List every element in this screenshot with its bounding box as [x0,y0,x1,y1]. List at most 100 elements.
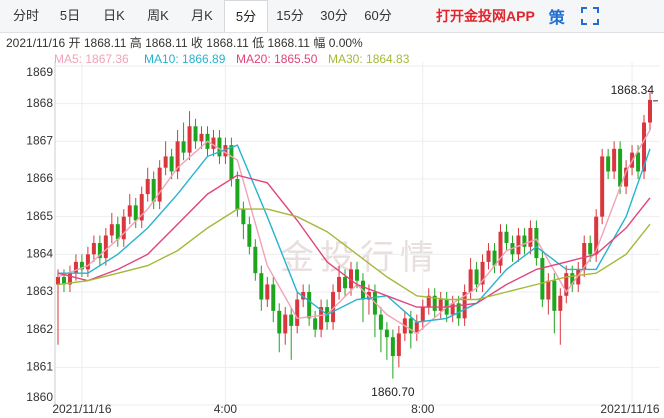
y-tick-label: 1862 [26,322,53,336]
candle-body [540,258,545,300]
ma-line [58,144,651,323]
candle-body [175,141,180,172]
candle-body [133,205,138,221]
candle-body [79,261,84,270]
candle-body [480,261,485,285]
ma-line [57,208,651,301]
candle-body [97,243,102,259]
tab[interactable]: 分时 [12,8,39,23]
candle-body [157,167,162,202]
info-value: 0.00% [329,36,363,50]
candle-body [420,307,425,323]
info-label: 幅 [313,35,325,50]
candle-body [56,276,60,285]
candle-body [121,216,126,240]
y-tick-label: 1867 [26,134,53,148]
tab[interactable]: 30分 [320,8,348,23]
candle-body [283,314,288,334]
info-label: 低 [252,36,264,50]
annotation: 1868.34 [611,83,655,97]
candle-body [139,194,144,221]
candle-body [319,307,324,330]
y-tick-label: 1864 [26,247,53,261]
candle-body [354,269,359,281]
candle-body [61,276,66,285]
ma-legend: MA30: 1864.83 [328,52,410,66]
strategy-button[interactable]: 策 [548,10,565,27]
candle-body [169,156,174,172]
y-tick-label: 1863 [26,284,53,298]
candle-body [127,205,132,217]
candle-body [504,231,509,244]
tab[interactable]: 5分 [224,0,268,32]
candle-body [229,145,234,179]
candle-body [582,243,587,270]
candle-body [648,99,652,123]
tab[interactable]: 日K [103,8,125,23]
candle-body [522,235,527,247]
x-tick-label: 8:00 [411,402,435,416]
candle-body [606,156,611,172]
candle-body [313,318,318,330]
candle-body [337,276,342,292]
chart: 2021/11/16 开 1868.11 高 1868.11 收 1868.11… [6,35,660,416]
candle-body [85,254,90,270]
candle-body [624,167,629,187]
candle-body [498,231,503,266]
x-tick-label: 4:00 [214,402,238,416]
candle-body [384,329,389,338]
candle-body [277,310,282,334]
candle-body [390,337,395,357]
info-label: 收 [191,36,203,50]
candle-body [235,179,240,210]
candle-body [486,250,491,262]
candle-body [265,284,270,300]
y-tick-label: 1866 [26,171,53,185]
candle-body [576,269,581,285]
fullscreen-icon[interactable] [580,7,599,25]
y-tick-label: 1869 [26,65,53,79]
candle-body [456,303,461,319]
candle-body [307,292,312,319]
app-link[interactable]: 打开金投网APP [436,8,535,24]
candle-body [426,295,431,308]
candle-body [163,156,168,168]
candle-body [193,126,198,142]
candle-body [187,126,192,153]
candle-body [331,292,336,323]
candle-body [223,145,228,157]
candle-body [67,273,72,285]
candle-body [474,269,479,285]
candle-body [558,295,563,311]
tab[interactable]: 周K [147,8,169,23]
tab[interactable]: 月K [191,8,213,23]
candle-body [145,179,150,195]
candle-body [468,269,473,292]
candle-body [492,250,497,266]
x-tick-label: 2021/11/16 [600,402,659,416]
candle-body [199,133,204,142]
tab[interactable]: 5日 [59,8,81,23]
tab[interactable]: 15分 [276,8,304,23]
candle-body [618,148,623,187]
info-line: 2021/11/16 开 1868.11 高 1868.11 收 1868.11… [6,35,363,50]
candle-body [217,137,222,157]
tab[interactable]: 60分 [364,8,392,23]
info-value: 1868.11 [84,36,127,50]
candle-body [211,137,216,149]
info-date: 2021/11/16 [6,36,65,50]
candle-body [343,276,348,289]
y-tick-label: 1860 [26,390,53,404]
candle-body [73,261,78,274]
candle-body [349,269,354,289]
candle-body [181,141,186,153]
candle-body [438,299,443,311]
candle-body [109,224,114,236]
y-tick-label: 1865 [26,209,53,223]
candle-body [378,314,383,330]
candle-body [103,235,108,259]
candle-body [642,122,647,172]
watermark: 金投行情 [280,239,440,277]
candle-body [636,152,641,172]
